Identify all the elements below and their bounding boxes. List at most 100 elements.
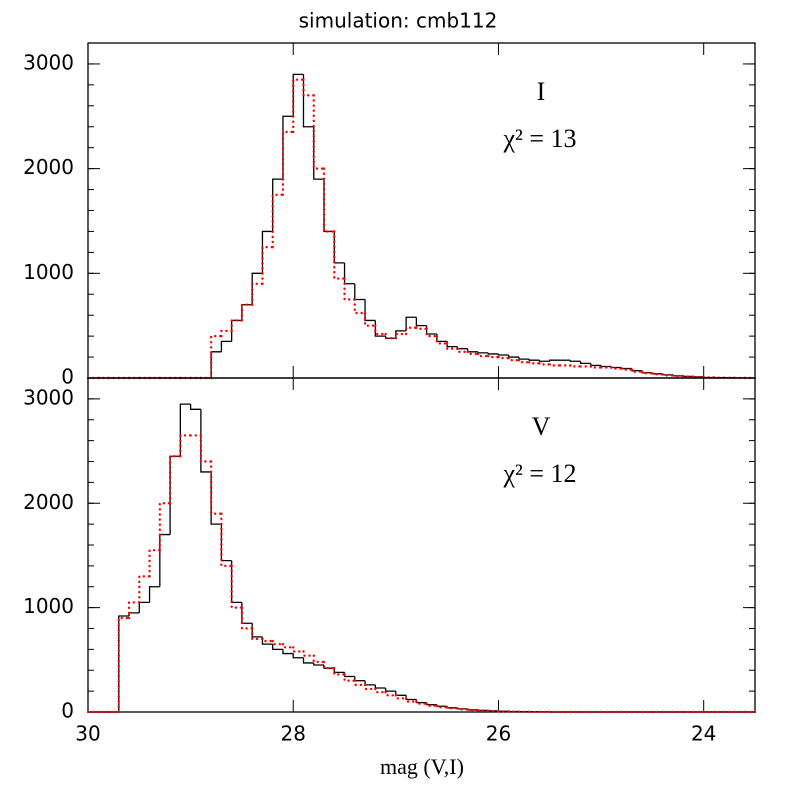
histogram-step — [415, 326, 428, 330]
histogram-step — [374, 324, 387, 336]
histogram-step — [323, 179, 335, 233]
histogram-step — [281, 130, 295, 196]
histogram-step — [251, 623, 263, 638]
histogram-step — [127, 601, 141, 620]
histogram-step — [302, 78, 315, 97]
histogram-step — [681, 374, 695, 378]
histogram-step — [600, 365, 612, 368]
y-tick-label: 0 — [61, 699, 74, 723]
histogram-step — [466, 708, 480, 712]
histogram-step — [549, 359, 561, 362]
histogram-step — [395, 691, 407, 696]
y-tick-label: 3000 — [23, 50, 74, 74]
histogram-step — [118, 615, 130, 712]
histogram-step — [384, 687, 396, 692]
histogram-step — [374, 687, 387, 694]
histogram-step — [425, 327, 439, 338]
histogram-step — [128, 612, 140, 616]
histogram-step — [241, 304, 253, 321]
histogram-step — [631, 368, 643, 372]
histogram-step — [435, 704, 449, 709]
histogram-step — [590, 363, 602, 367]
x-tick-label: 30 — [75, 722, 100, 746]
histogram-step — [251, 272, 263, 305]
histogram-step — [363, 683, 377, 691]
histogram-step — [671, 374, 685, 378]
histogram-step — [220, 329, 233, 338]
histogram-step — [487, 354, 500, 359]
y-tick-label: 2000 — [23, 155, 74, 179]
histogram-step — [364, 680, 376, 686]
annotation: χ² = 12 — [503, 459, 577, 488]
histogram-step — [333, 231, 345, 264]
histogram-step — [313, 662, 325, 666]
histogram-step — [220, 512, 233, 568]
histogram-step — [456, 346, 468, 350]
histogram-step — [220, 340, 232, 352]
histogram-step — [466, 350, 480, 356]
histogram-step — [487, 352, 499, 355]
histogram-step — [292, 646, 305, 653]
histogram-step — [282, 115, 294, 180]
histogram-step — [148, 586, 160, 603]
histogram-step — [661, 373, 675, 377]
histogram-step — [241, 602, 253, 624]
histogram-step — [261, 637, 274, 643]
histogram-step — [425, 702, 437, 706]
histogram-step — [343, 673, 356, 682]
histogram-step — [364, 299, 376, 322]
histogram-step — [384, 332, 398, 340]
histogram-step — [312, 654, 326, 664]
histogram-step — [209, 334, 223, 380]
histogram-step — [271, 639, 285, 646]
histogram-step — [281, 642, 295, 649]
histogram-step — [476, 352, 490, 358]
histogram-step — [230, 564, 244, 609]
histogram-step — [508, 354, 519, 358]
histogram-step — [445, 342, 459, 350]
histogram-step — [538, 360, 550, 362]
histogram-step — [477, 351, 489, 354]
histogram-step — [405, 695, 417, 701]
histogram-step — [579, 361, 591, 364]
histogram-step — [517, 359, 531, 364]
histogram-step — [620, 367, 632, 370]
histogram-step — [302, 650, 315, 657]
histogram-step — [651, 372, 664, 376]
histogram-step — [209, 460, 223, 515]
histogram-step — [425, 325, 437, 335]
histogram-step — [630, 368, 644, 373]
histogram-step — [231, 319, 242, 342]
histogram-step — [179, 434, 192, 458]
y-tick-label: 3000 — [23, 385, 74, 409]
histogram-step — [333, 668, 345, 673]
histogram-step — [415, 700, 428, 705]
histogram-step — [250, 282, 264, 306]
histogram-step — [404, 697, 418, 703]
histogram-step — [415, 699, 427, 704]
histogram-step — [199, 434, 213, 463]
histogram-step — [528, 361, 541, 365]
histogram-step — [518, 357, 530, 360]
histogram-step — [230, 319, 244, 333]
histogram-step — [497, 353, 509, 356]
histogram-step — [292, 653, 304, 659]
chart-title: simulation: cmb112 — [299, 9, 498, 33]
x-tick-label: 28 — [281, 722, 306, 746]
histogram-step — [138, 601, 150, 613]
histogram-step — [261, 230, 273, 274]
histogram-step — [322, 167, 336, 233]
x-tick-label: 24 — [691, 722, 716, 746]
histogram-step — [322, 660, 336, 670]
histogram-step — [548, 363, 562, 367]
histogram-step — [425, 702, 439, 707]
histogram-step — [333, 230, 346, 280]
histogram-step — [354, 676, 366, 682]
histogram-step — [353, 679, 367, 687]
x-axis-label: mag (V,I) — [380, 754, 464, 779]
histogram-step — [374, 684, 386, 689]
histogram-step — [343, 672, 355, 678]
histogram-step — [210, 351, 222, 378]
